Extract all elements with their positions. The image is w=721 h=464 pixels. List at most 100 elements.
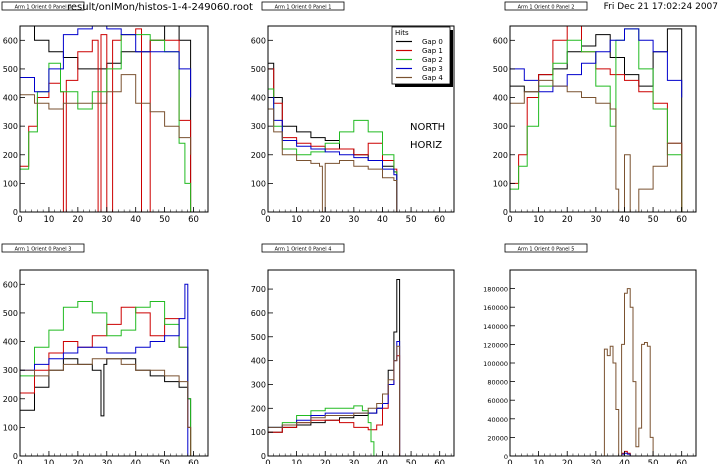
x-tick-label: 20 (562, 459, 573, 464)
x-tick-label: 10 (533, 459, 544, 464)
panel-title: Arm 1 Orient 0 Panel 2 (518, 4, 575, 10)
y-tick-label: 700 (251, 285, 266, 294)
x-tick-label: 0 (507, 215, 512, 225)
panel-title-box (504, 243, 588, 253)
y-tick-label: 200 (493, 151, 508, 160)
plot-frame (267, 25, 455, 213)
x-tick-label: 30 (348, 459, 359, 464)
series-line-gap3 (267, 341, 401, 456)
x-tick-label: 60 (188, 215, 199, 225)
x-tick-label: 10 (291, 215, 302, 225)
y-tick-label: 0 (503, 208, 508, 217)
y-tick-label: 120000 (483, 341, 508, 349)
x-tick-label: 20 (320, 215, 331, 225)
series-line-gap3 (267, 97, 398, 212)
annotation-north: NORTH (410, 122, 445, 133)
series-line-gap2 (267, 88, 398, 212)
y-tick-label: 100 (493, 179, 508, 188)
x-tick-label: 50 (406, 459, 417, 464)
x-tick-label: 60 (676, 459, 687, 464)
legend-entry: Gap 0 (422, 38, 443, 46)
x-tick-label: 40 (619, 459, 630, 464)
y-tick-label: 600 (493, 36, 508, 45)
legend-title: Hits (395, 29, 409, 37)
x-tick-label: 60 (676, 215, 687, 225)
x-tick-label: 40 (130, 215, 141, 225)
y-tick-label: 300 (3, 366, 18, 375)
series-line-gap4 (510, 288, 696, 457)
panel-5: Arm 1 Orient 0 Panel 5 0 10 20 30 40 50 60 0 2000… (483, 243, 697, 464)
series-line-gap2 (509, 28, 683, 212)
series-line-gap4 (19, 358, 192, 456)
y-tick-label: 500 (3, 309, 18, 318)
x-tick-label: 20 (72, 215, 83, 225)
y-tick-label: 80000 (487, 379, 508, 387)
x-tick-label: 20 (72, 459, 83, 464)
series-line-gap4 (19, 74, 192, 212)
y-tick-label: 20000 (487, 434, 508, 442)
x-tick-label: 60 (434, 459, 445, 464)
y-tick-label: 600 (3, 36, 18, 45)
legend-entry: Gap 3 (422, 65, 443, 73)
panel-0: Arm 1 Orient 0 Panel 00 10 20 30 40 50 6001002… (1, 1, 209, 225)
y-tick-label: 200 (251, 151, 266, 160)
plot-frame (267, 269, 455, 457)
x-tick-label: 20 (562, 215, 573, 225)
legend-entry: Gap 4 (422, 74, 443, 82)
legend-entry: Gap 2 (422, 56, 443, 64)
x-tick-label: 30 (101, 459, 112, 464)
series-line-gap3 (19, 283, 189, 456)
panel-2: Arm 1 Orient 0 Panel 20 10 20 30 40 50 6001002… (493, 1, 697, 225)
panel-title-box (261, 243, 345, 253)
panel-title: Arm 1 Orient 0 Panel 1 (275, 4, 332, 10)
x-tick-label: 40 (377, 215, 388, 225)
y-tick-label: 100 (251, 179, 266, 188)
y-tick-label: 500 (251, 65, 266, 74)
plot-frame (509, 269, 697, 457)
y-tick-label: 500 (493, 65, 508, 74)
y-tick-label: 400 (3, 94, 18, 103)
panel-title-box (1, 243, 85, 253)
panel-4: Arm 1 Orient 0 Panel 40 10 20 30 40 50 6001002… (251, 243, 455, 464)
y-tick-label: 100 (3, 179, 18, 188)
x-tick-label: 0 (507, 459, 512, 464)
panel-1: Arm 1 Orient 0 Panel 10 10 20 30 40 50 6001002… (251, 1, 455, 225)
y-tick-label: 0 (13, 208, 18, 217)
y-tick-label: 200 (251, 404, 266, 413)
x-tick-label: 60 (188, 459, 199, 464)
y-tick-label: 180000 (483, 286, 508, 294)
y-tick-label: 600 (251, 309, 266, 318)
x-tick-label: 50 (159, 459, 170, 464)
series-line-gap0 (267, 62, 398, 212)
panel-title: Arm 1 Orient 0 Panel 4 (275, 246, 332, 252)
x-tick-label: 30 (348, 215, 359, 225)
y-tick-label: 300 (251, 380, 266, 389)
panel-title: Arm 1 Orient 0 Panel 0 (15, 4, 72, 10)
y-tick-label: 0 (504, 453, 508, 461)
x-tick-label: 10 (291, 459, 302, 464)
plot-frame (19, 25, 209, 213)
y-tick-label: 0 (13, 452, 18, 461)
x-tick-label: 40 (377, 459, 388, 464)
panel-3: Arm 1 Orient 0 Panel 30 10 20 30 40 50 6001002… (1, 243, 209, 464)
y-tick-label: 600 (251, 36, 266, 45)
x-tick-label: 50 (159, 215, 170, 225)
series-line-gap1 (267, 355, 401, 456)
x-tick-label: 30 (101, 215, 112, 225)
series-line-gap4 (267, 345, 401, 456)
x-tick-label: 30 (590, 459, 601, 464)
x-tick-label: 50 (648, 459, 659, 464)
x-tick-label: 0 (17, 459, 22, 464)
y-tick-label: 300 (251, 122, 266, 131)
panel-title-box (261, 1, 345, 11)
y-tick-label: 400 (3, 338, 18, 347)
legend-entry: Gap 1 (422, 47, 443, 55)
panel-title-box (1, 1, 85, 11)
panel-title-box (504, 1, 588, 11)
x-tick-label: 0 (17, 215, 22, 225)
series-line-gap2 (267, 405, 375, 456)
y-tick-label: 0 (261, 208, 266, 217)
x-tick-label: 0 (265, 459, 270, 464)
